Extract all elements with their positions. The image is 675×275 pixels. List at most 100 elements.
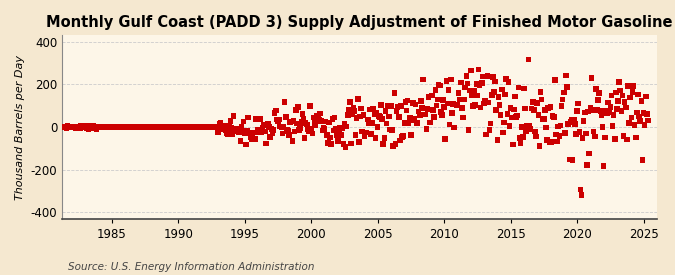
Point <box>491 108 502 112</box>
Point <box>539 117 549 122</box>
Point <box>227 132 238 136</box>
Point <box>281 128 292 132</box>
Point <box>82 125 93 130</box>
Point <box>375 103 386 107</box>
Point <box>252 130 263 134</box>
Point <box>200 125 211 129</box>
Point <box>68 125 78 130</box>
Point <box>200 125 211 129</box>
Point <box>489 90 500 94</box>
Point <box>578 119 589 123</box>
Point <box>643 118 653 123</box>
Point <box>387 128 398 132</box>
Point <box>454 97 465 101</box>
Point <box>172 125 183 129</box>
Point <box>122 125 133 129</box>
Point <box>283 129 294 133</box>
Point <box>530 130 541 134</box>
Point <box>539 108 550 112</box>
Point <box>148 125 159 129</box>
Point <box>601 109 612 113</box>
Point <box>380 109 391 113</box>
Point <box>79 123 90 128</box>
Point <box>88 124 99 128</box>
Point <box>471 82 482 86</box>
Point <box>597 125 608 129</box>
Point <box>532 101 543 105</box>
Point <box>304 104 315 108</box>
Point <box>268 128 279 132</box>
Point <box>525 127 536 131</box>
Point <box>624 120 634 125</box>
Point <box>86 125 97 130</box>
Point <box>610 90 621 95</box>
Point <box>589 129 599 134</box>
Point <box>468 88 479 93</box>
Point <box>473 67 484 72</box>
Point <box>356 106 367 111</box>
Point <box>416 106 427 110</box>
Point <box>480 98 491 103</box>
Point <box>86 125 97 130</box>
Point <box>614 80 624 84</box>
Point <box>554 134 565 138</box>
Point <box>463 128 474 132</box>
Point <box>194 125 205 129</box>
Point <box>622 84 633 88</box>
Point <box>481 132 491 137</box>
Point <box>406 133 416 137</box>
Point <box>131 125 142 129</box>
Point <box>274 117 285 122</box>
Point <box>339 122 350 126</box>
Point <box>518 135 529 139</box>
Point <box>162 125 173 129</box>
Point <box>495 113 506 117</box>
Point <box>218 126 229 131</box>
Point <box>161 125 171 129</box>
Point <box>351 116 362 120</box>
Point <box>155 125 166 129</box>
Point <box>596 113 607 118</box>
Point <box>516 125 527 129</box>
Point <box>526 106 537 111</box>
Point <box>88 125 99 129</box>
Point <box>249 137 260 141</box>
Point <box>119 125 130 129</box>
Point <box>388 144 399 148</box>
Point <box>601 111 612 115</box>
Point <box>182 125 192 129</box>
Point <box>466 94 477 98</box>
Point <box>594 91 605 95</box>
Point <box>613 99 624 103</box>
Point <box>190 125 201 129</box>
Point <box>502 112 513 116</box>
Point <box>451 103 462 108</box>
Point <box>264 125 275 129</box>
Point <box>562 85 572 89</box>
Point <box>147 125 158 129</box>
Point <box>508 142 518 147</box>
Point <box>470 103 481 107</box>
Point <box>514 136 525 141</box>
Point <box>111 125 122 129</box>
Point <box>504 123 515 128</box>
Point <box>568 117 579 122</box>
Title: Monthly Gulf Coast (PADD 3) Supply Adjustment of Finished Motor Gasoline: Monthly Gulf Coast (PADD 3) Supply Adjus… <box>46 15 673 30</box>
Point <box>537 117 548 121</box>
Point <box>475 105 486 110</box>
Point <box>169 125 180 129</box>
Point <box>246 137 257 141</box>
Point <box>99 125 109 129</box>
Point <box>70 126 81 130</box>
Point <box>636 99 647 103</box>
Point <box>518 86 529 90</box>
Point <box>240 131 250 135</box>
Point <box>205 125 216 129</box>
Point <box>383 114 394 119</box>
Point <box>236 124 247 129</box>
Point <box>226 126 237 130</box>
Point <box>523 57 534 62</box>
Point <box>335 133 346 137</box>
Point <box>524 124 535 128</box>
Point <box>285 120 296 124</box>
